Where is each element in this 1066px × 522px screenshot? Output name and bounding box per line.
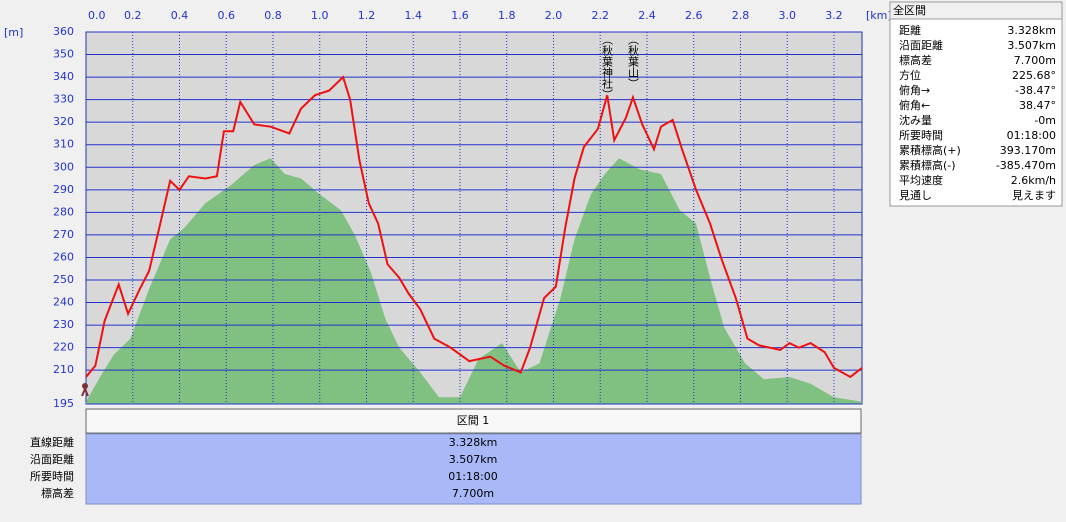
x-tick-label: 0.8 — [264, 9, 282, 22]
x-unit: [km] — [866, 9, 892, 22]
stat-value: 2.6km/h — [1011, 174, 1056, 187]
y-tick-label: 240 — [53, 296, 74, 309]
row-value: 01:18:00 — [448, 470, 497, 483]
x-tick-label: 2.0 — [545, 9, 563, 22]
y-tick-label: 210 — [53, 363, 74, 376]
stat-label: 累積標高(+) — [899, 143, 961, 157]
stat-value: -385.470m — [996, 159, 1056, 172]
section-body — [85, 433, 862, 505]
y-tick-label: 250 — [53, 273, 74, 286]
side-panel-title: 全区間 — [893, 3, 926, 17]
y-tick-label: 280 — [53, 205, 74, 218]
x-tick-label: 3.0 — [778, 9, 796, 22]
y-tick-label: 320 — [53, 115, 74, 128]
x-tick-label: 1.4 — [404, 9, 422, 22]
stat-value: 01:18:00 — [1007, 129, 1056, 142]
y-tick-label: 300 — [53, 160, 74, 173]
y-tick-label: 220 — [53, 341, 74, 354]
terrain-area — [86, 158, 862, 404]
y-tick-label: 230 — [53, 318, 74, 331]
stat-value: 3.328km — [1007, 24, 1056, 37]
stat-label: 俯角← — [899, 98, 930, 112]
row-label: 沿面距離 — [30, 452, 74, 466]
x-tick-label: 2.4 — [638, 9, 656, 22]
row-value: 3.328km — [449, 436, 498, 449]
y-tick-label: 260 — [53, 250, 74, 263]
stat-label: 累積標高(-) — [899, 158, 956, 172]
side-panel — [889, 1, 1063, 207]
plot — [85, 31, 863, 405]
x-tick-label: 3.2 — [825, 9, 843, 22]
stat-value: 38.47° — [1019, 99, 1056, 112]
y-tick-label: 330 — [53, 93, 74, 106]
stat-value: -0m — [1034, 114, 1056, 127]
stat-value: -38.47° — [1015, 84, 1056, 97]
peak-annotation: （秋葉山） — [627, 34, 640, 89]
x-tick-label: 1.6 — [451, 9, 469, 22]
stat-label: 俯角→ — [899, 83, 930, 97]
row-value: 3.507km — [449, 453, 498, 466]
x-tick-label: 1.0 — [311, 9, 329, 22]
row-value: 7.700m — [452, 487, 494, 500]
y-tick-label: 350 — [53, 48, 74, 61]
y-tick-label: 270 — [53, 228, 74, 241]
x-tick-label: 1.8 — [498, 9, 516, 22]
elevation-line — [85, 75, 863, 379]
stat-value: 225.68° — [1012, 69, 1056, 82]
y-tick-label: 340 — [53, 70, 74, 83]
stat-value: 見えます — [1012, 189, 1056, 202]
x-tick-label: 2.2 — [591, 9, 609, 22]
x-tick-label: 2.8 — [732, 9, 750, 22]
y-tick-label: 360 — [53, 25, 74, 38]
peak-annotation: （秋葉神社） — [601, 34, 614, 100]
stat-label: 平均速度 — [899, 173, 943, 187]
stat-label: 所要時間 — [899, 129, 943, 142]
y-tick-label: 290 — [53, 183, 74, 196]
y-tick-label: 195 — [53, 397, 74, 410]
stat-label: 見通し — [899, 189, 932, 202]
stat-label: 方位 — [899, 68, 921, 82]
stat-label: 距離 — [899, 23, 921, 37]
stat-value: 393.170m — [1000, 144, 1056, 157]
stat-value: 7.700m — [1014, 54, 1056, 67]
stat-value: 3.507km — [1007, 39, 1056, 52]
stat-label: 標高差 — [899, 53, 932, 67]
x-tick-label: 0.4 — [171, 9, 189, 22]
x-tick-label: 2.6 — [685, 9, 703, 22]
row-label: 直線距離 — [30, 435, 74, 449]
x-tick-label: 0.6 — [217, 9, 235, 22]
row-label: 所要時間 — [30, 470, 74, 483]
x-tick-label: 0.0 — [88, 9, 106, 22]
stat-label: 沿面距離 — [899, 38, 943, 52]
y-tick-label: 310 — [53, 138, 74, 151]
section-header-text: 区間 1 — [457, 414, 490, 427]
x-tick-label: 0.2 — [124, 9, 142, 22]
stat-label: 沈み量 — [899, 113, 932, 127]
side-panel-title-bar — [889, 1, 1063, 20]
y-unit: [m] — [4, 26, 23, 39]
x-tick-label: 1.2 — [358, 9, 376, 22]
section-header — [85, 408, 862, 434]
row-label: 標高差 — [41, 486, 74, 500]
